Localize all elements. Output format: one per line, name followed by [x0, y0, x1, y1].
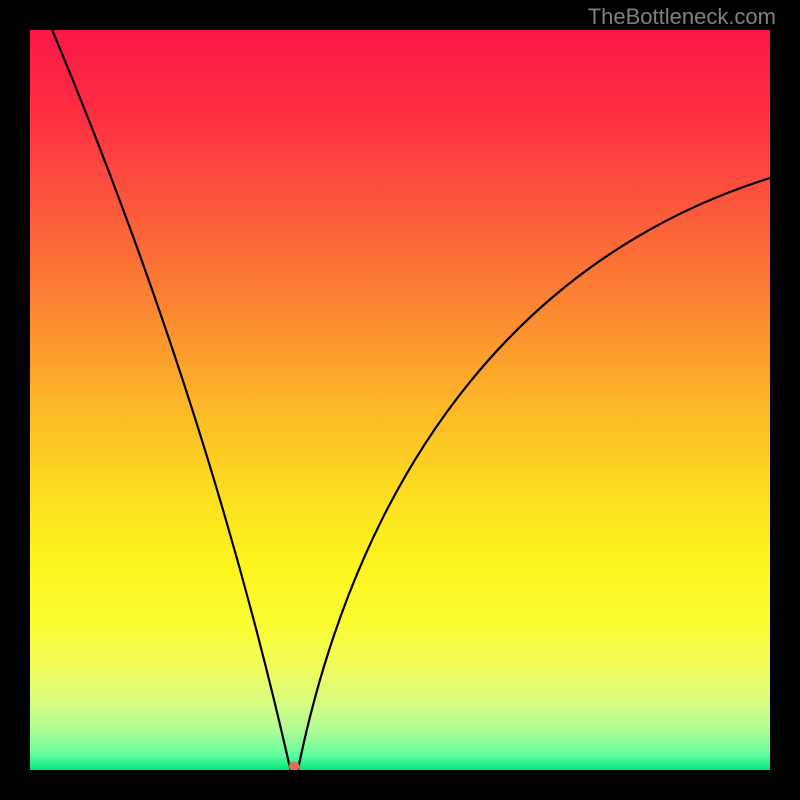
gradient-background	[30, 30, 770, 770]
plot-area	[30, 30, 770, 770]
watermark-text: TheBottleneck.com	[588, 4, 776, 30]
chart-container: TheBottleneck.com	[0, 0, 800, 800]
